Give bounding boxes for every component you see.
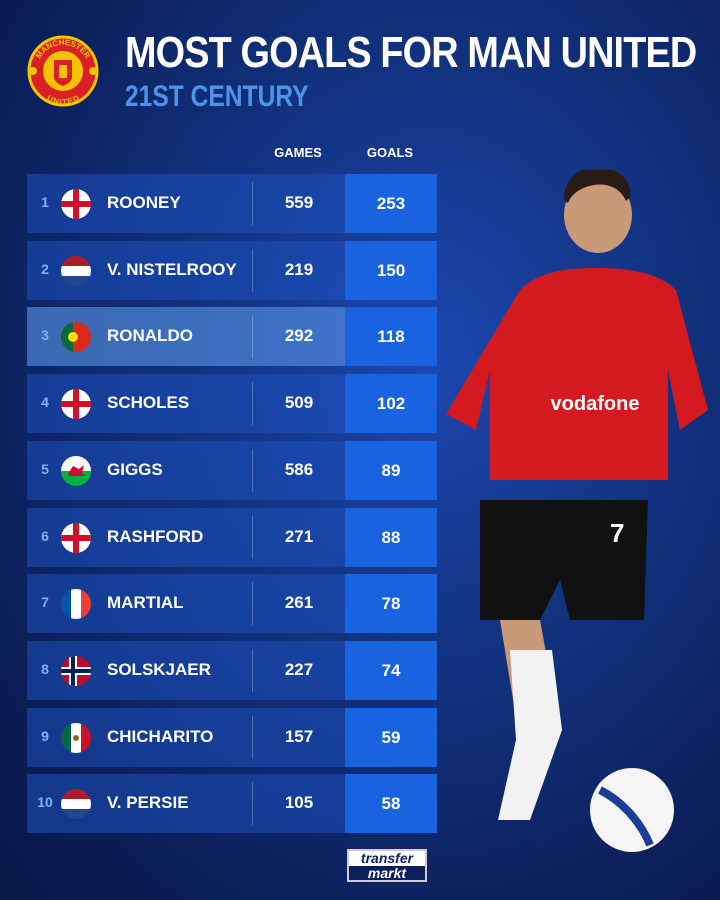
england-flag-icon — [61, 189, 91, 219]
table-row: 6 RASHFORD 271 88 — [27, 507, 437, 567]
crest-text-bottom: UNITED — [45, 93, 81, 106]
rank: 1 — [41, 194, 49, 210]
player-name: V. NISTELROOY — [107, 259, 237, 279]
logo-line1: transfer — [360, 850, 414, 866]
page-subtitle: 21ST CENTURY — [125, 80, 309, 113]
goals-value: 59 — [345, 707, 437, 767]
player-photo: vodafone 7 — [446, 170, 708, 852]
table-row: 5 GIGGS 586 89 — [27, 440, 437, 500]
column-header-games: GAMES — [274, 145, 322, 160]
table-row: 9 CHICHARITO 157 59 — [27, 707, 437, 767]
player-name: SOLSKJAER — [107, 659, 211, 679]
goals-value: 150 — [345, 240, 437, 300]
table-row: 1 ROONEY 559 253 — [27, 174, 437, 233]
divider — [252, 182, 253, 225]
games-value: 261 — [284, 593, 314, 613]
divider — [252, 782, 253, 826]
games-value: 586 — [284, 459, 314, 479]
column-header-goals: GOALS — [366, 145, 414, 160]
rank: 2 — [41, 260, 49, 277]
table-row: 7 MARTIAL 261 78 — [27, 574, 437, 634]
shirt-number: 7 — [610, 518, 624, 548]
table-row: 2 V. NISTELROOY 219 150 — [27, 240, 437, 300]
rank: 6 — [41, 527, 49, 544]
player-name: RASHFORD — [107, 526, 204, 546]
rank: 10 — [37, 794, 53, 811]
rank: 4 — [41, 394, 49, 411]
games-value: 559 — [284, 193, 314, 212]
transfermarkt-logo: transfer markt — [347, 849, 427, 882]
games-value: 219 — [284, 259, 314, 279]
table-row: 4 SCHOLES 509 102 — [27, 374, 437, 434]
man-united-crest-logo: MANCHESTER UNITED — [27, 35, 99, 107]
netherlands-flag-icon — [61, 789, 91, 820]
player-name: RONALDO — [107, 326, 193, 346]
netherlands-flag-icon — [61, 255, 91, 286]
player-name: MARTIAL — [107, 593, 184, 613]
divider — [252, 448, 253, 492]
table-row: 3 RONALDO 292 118 — [27, 307, 437, 367]
divider — [252, 648, 253, 692]
goals-value: 253 — [345, 174, 437, 233]
divider — [252, 382, 253, 426]
player-name: SCHOLES — [107, 393, 190, 413]
france-flag-icon — [61, 589, 91, 620]
player-name: CHICHARITO — [107, 726, 214, 746]
goals-value: 88 — [345, 507, 437, 567]
rank: 9 — [41, 727, 49, 744]
goals-value: 89 — [345, 440, 437, 500]
games-value: 509 — [284, 393, 314, 413]
crest-text-united: UNITED — [45, 93, 81, 106]
divider — [252, 515, 253, 559]
goals-value: 78 — [345, 574, 437, 634]
divider — [252, 715, 253, 759]
player-name: GIGGS — [107, 459, 163, 479]
games-value: 292 — [284, 326, 314, 346]
divider — [252, 582, 253, 626]
table-row: 8 SOLSKJAER 227 74 — [27, 640, 437, 700]
player-name: V. PERSIE — [107, 793, 189, 813]
goals-value: 74 — [345, 640, 437, 700]
games-value: 271 — [284, 526, 314, 546]
games-value: 227 — [284, 659, 314, 679]
shirt-sponsor: vodafone — [551, 393, 640, 415]
games-value: 105 — [284, 793, 314, 813]
goals-value: 102 — [345, 374, 437, 434]
rank: 8 — [41, 660, 49, 677]
goals-value: 58 — [345, 774, 437, 834]
logo-line2: markt — [349, 866, 425, 880]
portugal-flag-icon — [61, 322, 91, 353]
rank: 7 — [41, 594, 49, 611]
mexico-flag-icon — [61, 722, 91, 753]
divider — [252, 315, 253, 359]
england-flag-icon — [61, 522, 91, 553]
norway-flag-icon — [61, 655, 91, 686]
rank: 5 — [41, 460, 49, 477]
table-row: 10 V. PERSIE 105 58 — [27, 774, 437, 834]
games-value: 157 — [284, 726, 314, 746]
goals-value: 118 — [345, 307, 437, 367]
england-flag-icon — [61, 389, 91, 420]
wales-flag-icon — [61, 455, 91, 486]
divider — [252, 248, 253, 292]
page-title: MOST GOALS FOR MAN UNITED — [125, 28, 697, 77]
rank: 3 — [41, 327, 49, 344]
player-name: ROONEY — [107, 193, 181, 212]
